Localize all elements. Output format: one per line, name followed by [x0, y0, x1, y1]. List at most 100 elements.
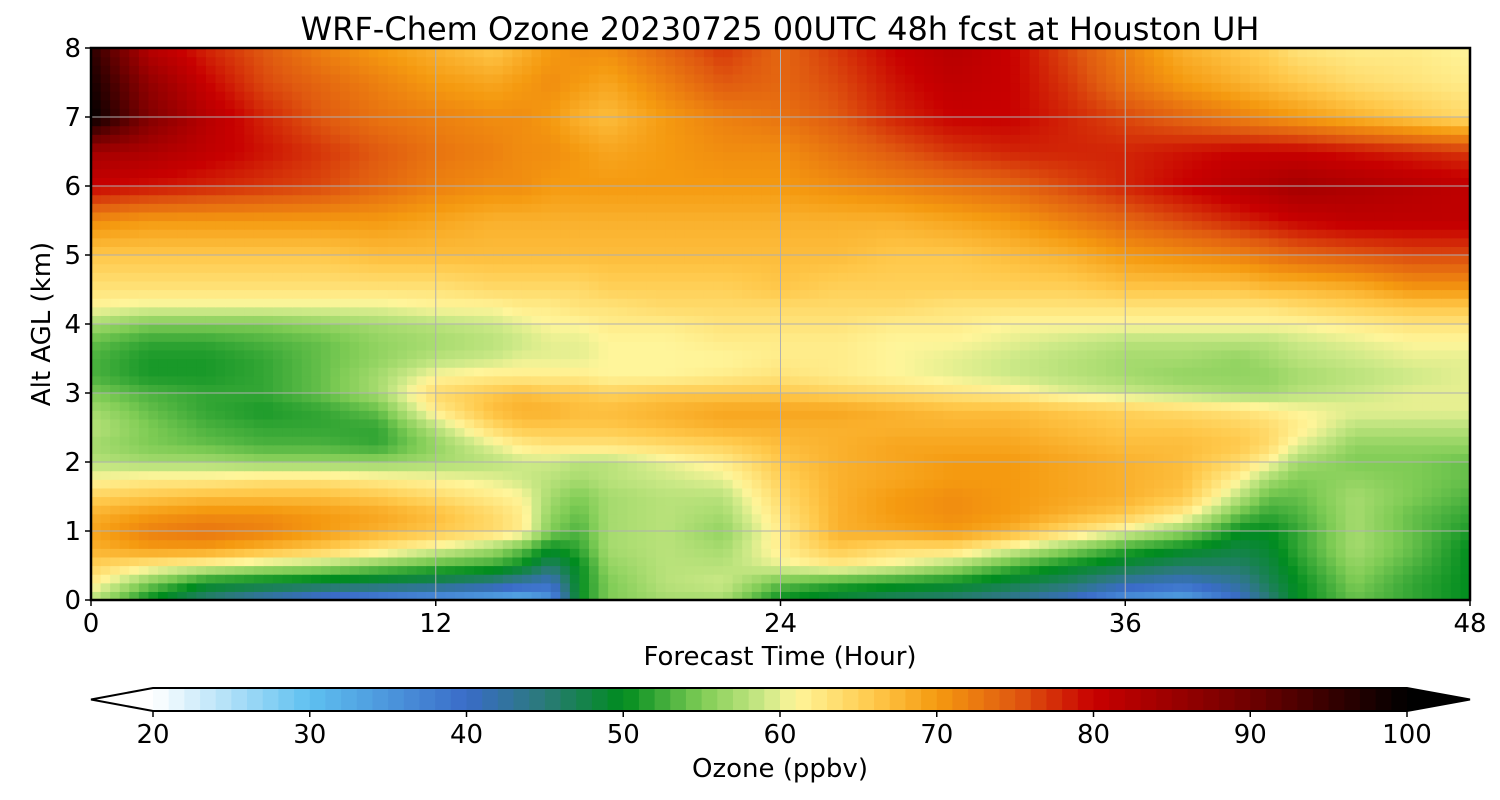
heatmap-cell — [1134, 444, 1146, 454]
heatmap-cell — [186, 384, 197, 394]
heatmap-cell — [981, 453, 992, 463]
heatmap-cell — [148, 367, 159, 377]
heatmap-cell — [866, 548, 877, 558]
heatmap-cell — [1259, 341, 1270, 351]
heatmap-cell — [742, 436, 753, 446]
heatmap-cell — [282, 556, 293, 567]
heatmap-cell — [723, 418, 734, 429]
heatmap-cell — [550, 582, 561, 592]
heatmap-cell — [292, 367, 303, 377]
heatmap-cell — [943, 479, 954, 489]
heatmap-cell — [292, 548, 303, 558]
heatmap-cell — [119, 315, 130, 325]
heatmap-cell — [1230, 418, 1241, 429]
heatmap-cell — [981, 436, 992, 446]
heatmap-cell — [1144, 427, 1155, 437]
heatmap-cell — [1086, 565, 1098, 575]
heatmap-cell — [1077, 548, 1088, 558]
heatmap-cell — [1106, 444, 1117, 454]
heatmap-cell — [1335, 539, 1347, 549]
heatmap-cell — [550, 324, 561, 334]
heatmap-cell — [924, 470, 935, 480]
heatmap-cell — [435, 418, 446, 429]
heatmap-cell — [1460, 513, 1470, 523]
heatmap-cell — [129, 358, 140, 368]
heatmap-cell — [215, 591, 226, 600]
heatmap-cell — [876, 427, 887, 437]
heatmap-cell — [847, 522, 858, 532]
heatmap-cell — [416, 401, 427, 411]
heatmap-cell — [301, 462, 312, 472]
heatmap-cell — [1221, 306, 1232, 316]
heatmap-cell — [847, 375, 858, 385]
heatmap-cell — [339, 384, 351, 394]
heatmap-cell — [1173, 367, 1184, 377]
heatmap-cell — [1048, 418, 1059, 429]
heatmap-cell — [713, 324, 724, 334]
heatmap-cell — [359, 375, 370, 385]
heatmap-cell — [397, 393, 408, 403]
heatmap-cell — [1402, 375, 1414, 385]
heatmap-cell — [320, 531, 332, 541]
heatmap-cell — [828, 496, 839, 506]
heatmap-cell — [1268, 539, 1280, 549]
heatmap-cell — [761, 513, 772, 523]
heatmap-cell — [857, 315, 868, 325]
heatmap-cell — [225, 401, 236, 411]
heatmap-cell — [1345, 341, 1356, 351]
heatmap-cell — [818, 315, 829, 325]
heatmap-cell — [1182, 453, 1193, 463]
heatmap-cell — [876, 332, 887, 342]
heatmap-cell — [1125, 418, 1136, 429]
heatmap-cell — [263, 427, 274, 437]
heatmap-cell — [244, 349, 255, 360]
heatmap-cell — [1221, 548, 1232, 558]
heatmap-cell — [1115, 444, 1126, 454]
heatmap-cell — [703, 539, 715, 549]
heatmap-cell — [263, 513, 274, 523]
heatmap-cell — [1086, 349, 1098, 360]
heatmap-cell — [550, 436, 561, 446]
heatmap-cell — [656, 436, 667, 446]
heatmap-cell — [541, 418, 552, 429]
heatmap-cell — [866, 462, 877, 472]
heatmap-cell — [828, 470, 839, 480]
heatmap-cell — [866, 358, 877, 368]
heatmap-cell — [292, 574, 303, 584]
heatmap-cell — [713, 410, 724, 420]
heatmap-cell — [512, 401, 523, 411]
heatmap-cell — [177, 522, 188, 532]
heatmap-cell — [665, 332, 676, 342]
heatmap-cell — [857, 341, 868, 351]
heatmap-cell — [320, 306, 332, 316]
heatmap-cell — [330, 574, 341, 584]
heatmap-cell — [780, 556, 791, 567]
heatmap-cell — [368, 324, 379, 334]
heatmap-cell — [100, 358, 111, 368]
heatmap-cell — [866, 393, 877, 403]
heatmap-cell — [177, 298, 188, 308]
heatmap-cell — [119, 574, 130, 584]
heatmap-cell — [148, 574, 159, 584]
heatmap-cell — [837, 548, 849, 558]
heatmap-cell — [617, 332, 628, 342]
heatmap-cell — [225, 315, 236, 325]
heatmap-cell — [464, 548, 475, 558]
heatmap-cell — [1307, 349, 1318, 360]
heatmap-cell — [636, 384, 648, 394]
heatmap-cell — [933, 479, 944, 489]
heatmap-cell — [751, 513, 762, 523]
heatmap-cell — [1431, 332, 1442, 342]
heatmap-cell — [924, 401, 935, 411]
heatmap-cell — [512, 513, 523, 523]
heatmap-cell — [1096, 306, 1107, 316]
heatmap-cell — [454, 548, 466, 558]
heatmap-cell — [110, 358, 121, 368]
heatmap-cell — [636, 341, 648, 351]
heatmap-cell — [225, 306, 236, 316]
heatmap-cell — [1259, 358, 1270, 368]
heatmap-cell — [885, 522, 897, 532]
heatmap-cell — [378, 393, 389, 403]
heatmap-cell — [167, 513, 178, 523]
heatmap-cell — [1125, 427, 1136, 437]
